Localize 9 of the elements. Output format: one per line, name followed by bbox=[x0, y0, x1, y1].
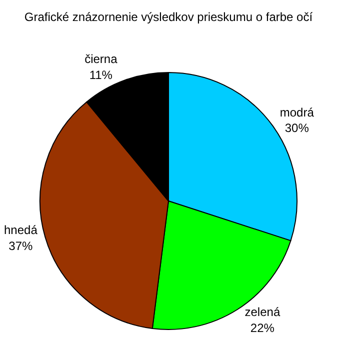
data-label: 11% bbox=[89, 68, 113, 82]
data-label: 30% bbox=[284, 121, 310, 136]
slice-label: zelená bbox=[244, 305, 280, 320]
slice-label: hnedá bbox=[4, 223, 38, 238]
data-label: 37% bbox=[8, 238, 34, 253]
data-label: 22% bbox=[250, 320, 275, 335]
chart-title: Grafické znázornenie výsledkov prieskumu o farbe očí bbox=[24, 10, 314, 24]
slice-label: modrá bbox=[280, 106, 314, 120]
slice-label: čierna bbox=[84, 52, 118, 66]
